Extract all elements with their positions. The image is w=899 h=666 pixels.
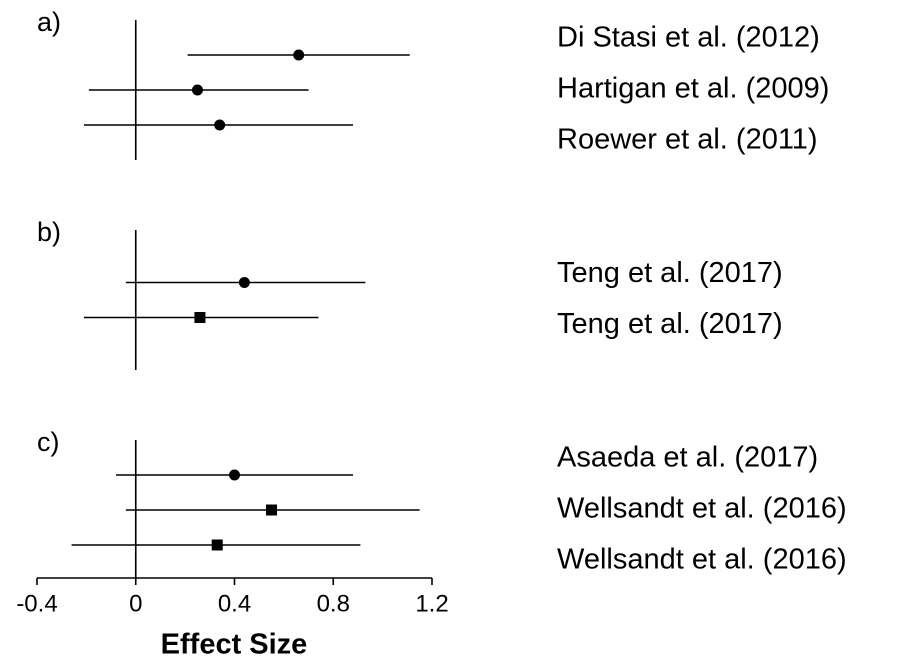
study-label: Asaeda et al. (2017): [557, 442, 818, 474]
study-label: Hartigan et al. (2009): [557, 73, 829, 105]
study-label: Teng et al. (2017): [557, 308, 783, 340]
panel-label: a): [37, 7, 61, 37]
point-estimate: [238, 277, 250, 288]
study-label: Wellsandt et al. (2016): [557, 493, 847, 525]
x-tick-label: -0.4: [16, 590, 57, 617]
x-tick-label: 1.2: [415, 590, 448, 617]
x-axis-label: Effect Size: [161, 629, 308, 661]
study-label: Wellsandt et al. (2016): [557, 544, 847, 576]
point-estimate: [214, 119, 226, 131]
point-estimate: [194, 312, 206, 323]
study-label: Di Stasi et al. (2012): [557, 22, 820, 54]
x-tick-label: 0.4: [218, 590, 251, 617]
panel-label: b): [37, 217, 61, 247]
point-estimate: [211, 539, 223, 551]
study-label: Teng et al. (2017): [557, 257, 783, 289]
panel-label: c): [37, 427, 60, 457]
x-tick-label: 0: [129, 590, 142, 617]
x-tick-label: 0.8: [317, 590, 350, 617]
point-estimate: [229, 469, 240, 481]
study-label: Roewer et al. (2011): [557, 124, 818, 156]
point-estimate: [293, 49, 305, 61]
point-estimate: [191, 84, 203, 96]
point-estimate: [266, 504, 278, 516]
